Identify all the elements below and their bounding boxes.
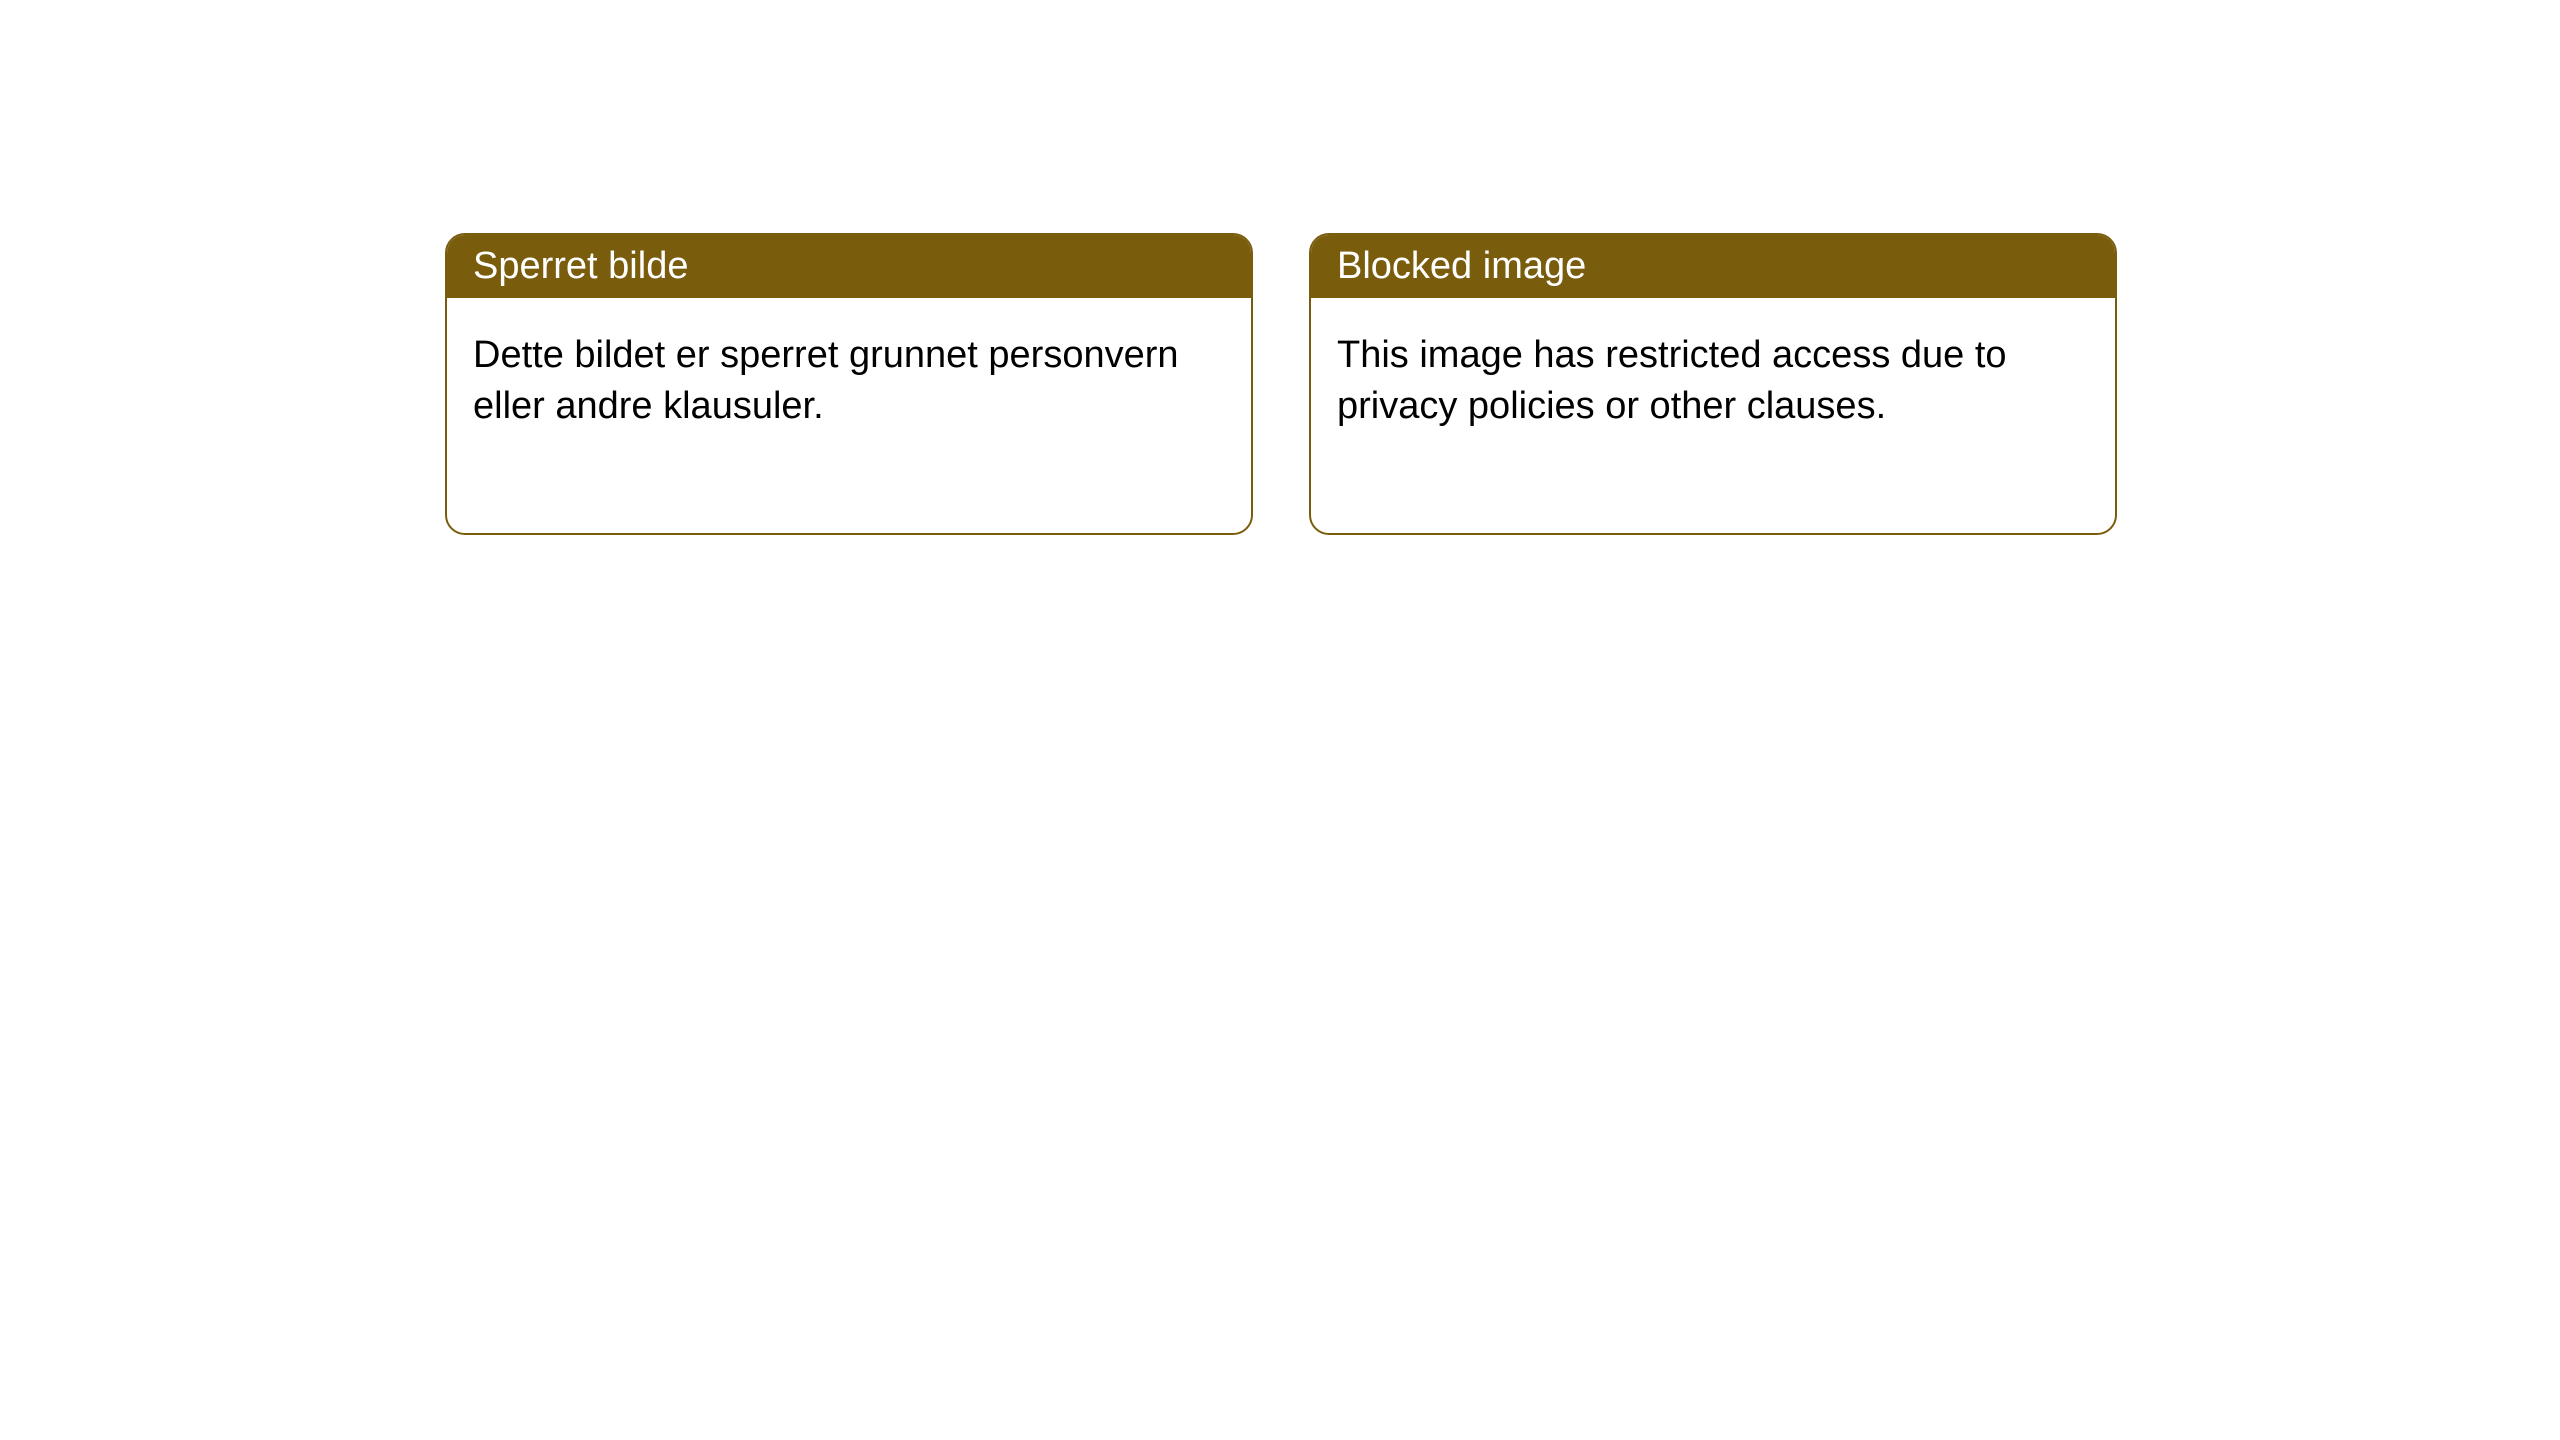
card-body: This image has restricted access due to … [1311, 298, 2115, 533]
card-header: Sperret bilde [447, 235, 1251, 298]
card-body: Dette bildet er sperret grunnet personve… [447, 298, 1251, 533]
notice-card-english: Blocked image This image has restricted … [1309, 233, 2117, 535]
card-title: Sperret bilde [473, 245, 688, 287]
card-body-text: Dette bildet er sperret grunnet personve… [473, 334, 1179, 427]
card-title: Blocked image [1337, 245, 1586, 287]
notice-cards-container: Sperret bilde Dette bildet er sperret gr… [0, 0, 2560, 535]
notice-card-norwegian: Sperret bilde Dette bildet er sperret gr… [445, 233, 1253, 535]
card-header: Blocked image [1311, 235, 2115, 298]
card-body-text: This image has restricted access due to … [1337, 334, 2007, 427]
